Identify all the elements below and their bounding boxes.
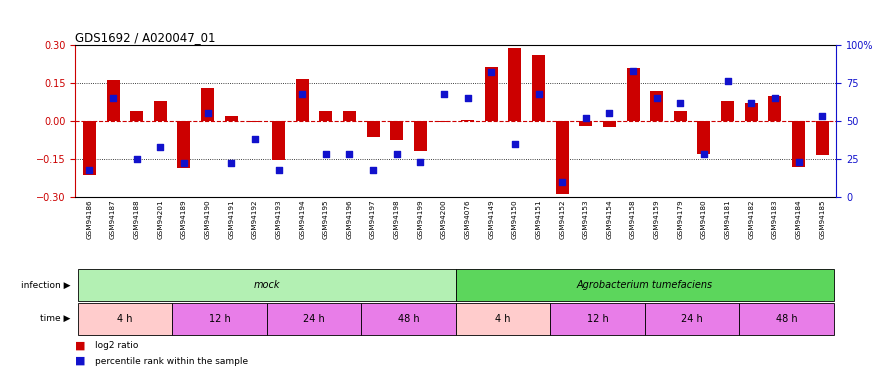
- Bar: [266, 303, 361, 335]
- Text: 4 h: 4 h: [117, 314, 133, 324]
- Point: [106, 95, 120, 101]
- Bar: [173, 303, 266, 335]
- Bar: [745, 103, 758, 121]
- Bar: [645, 303, 739, 335]
- Point: [791, 159, 805, 165]
- Text: ■: ■: [75, 356, 86, 366]
- Text: 12 h: 12 h: [587, 314, 609, 324]
- Text: GDS1692 / A020047_01: GDS1692 / A020047_01: [75, 31, 216, 44]
- Bar: [580, 121, 592, 126]
- Bar: [792, 121, 805, 166]
- Bar: [225, 116, 238, 121]
- Text: log2 ratio: log2 ratio: [95, 340, 138, 350]
- Bar: [697, 121, 711, 154]
- Bar: [816, 121, 828, 155]
- Text: Agrobacterium tumefaciens: Agrobacterium tumefaciens: [577, 280, 713, 290]
- Point: [531, 91, 545, 97]
- Bar: [178, 121, 190, 168]
- Text: 4 h: 4 h: [496, 314, 511, 324]
- Bar: [130, 111, 143, 121]
- Bar: [249, 121, 261, 122]
- Text: infection ▶: infection ▶: [21, 280, 71, 290]
- Bar: [627, 68, 640, 121]
- Point: [696, 152, 711, 157]
- Bar: [78, 269, 456, 301]
- Text: 24 h: 24 h: [681, 314, 703, 324]
- Bar: [485, 66, 497, 121]
- Point: [295, 91, 309, 97]
- Bar: [342, 111, 356, 121]
- Text: 48 h: 48 h: [397, 314, 419, 324]
- Bar: [721, 101, 734, 121]
- Point: [272, 166, 286, 172]
- Point: [224, 160, 238, 166]
- Point: [744, 100, 758, 106]
- Point: [579, 115, 593, 121]
- Bar: [201, 88, 214, 121]
- Point: [82, 166, 96, 172]
- Point: [342, 152, 357, 157]
- Bar: [456, 303, 550, 335]
- Bar: [361, 303, 456, 335]
- Point: [460, 95, 474, 101]
- Point: [626, 68, 640, 74]
- Point: [508, 141, 522, 147]
- Bar: [556, 121, 569, 194]
- Text: 12 h: 12 h: [209, 314, 230, 324]
- Bar: [456, 269, 834, 301]
- Bar: [272, 121, 285, 160]
- Bar: [650, 91, 663, 121]
- Point: [153, 144, 167, 150]
- Point: [815, 113, 829, 119]
- Bar: [296, 79, 309, 121]
- Text: percentile rank within the sample: percentile rank within the sample: [95, 357, 248, 366]
- Point: [720, 78, 735, 84]
- Point: [555, 179, 569, 185]
- Bar: [532, 55, 545, 121]
- Point: [177, 160, 191, 166]
- Bar: [768, 96, 781, 121]
- Text: ■: ■: [75, 340, 86, 350]
- Bar: [673, 111, 687, 121]
- Point: [413, 159, 427, 165]
- Point: [603, 110, 617, 116]
- Bar: [603, 121, 616, 127]
- Point: [319, 152, 333, 157]
- Bar: [83, 121, 96, 176]
- Bar: [154, 101, 166, 121]
- Bar: [739, 303, 834, 335]
- Point: [484, 69, 498, 75]
- Text: 48 h: 48 h: [776, 314, 797, 324]
- Bar: [437, 121, 450, 122]
- Text: time ▶: time ▶: [41, 314, 71, 323]
- Point: [201, 110, 215, 116]
- Bar: [414, 121, 427, 152]
- Point: [673, 100, 688, 106]
- Bar: [106, 81, 119, 121]
- Bar: [461, 120, 474, 121]
- Point: [129, 156, 143, 162]
- Point: [366, 166, 381, 172]
- Text: mock: mock: [253, 280, 280, 290]
- Bar: [319, 111, 332, 121]
- Point: [768, 95, 782, 101]
- Point: [389, 152, 404, 157]
- Bar: [78, 303, 173, 335]
- Bar: [550, 303, 645, 335]
- Point: [650, 95, 664, 101]
- Point: [437, 91, 451, 97]
- Bar: [366, 121, 380, 137]
- Text: 24 h: 24 h: [303, 314, 325, 324]
- Bar: [390, 121, 404, 140]
- Bar: [508, 48, 521, 121]
- Point: [248, 136, 262, 142]
